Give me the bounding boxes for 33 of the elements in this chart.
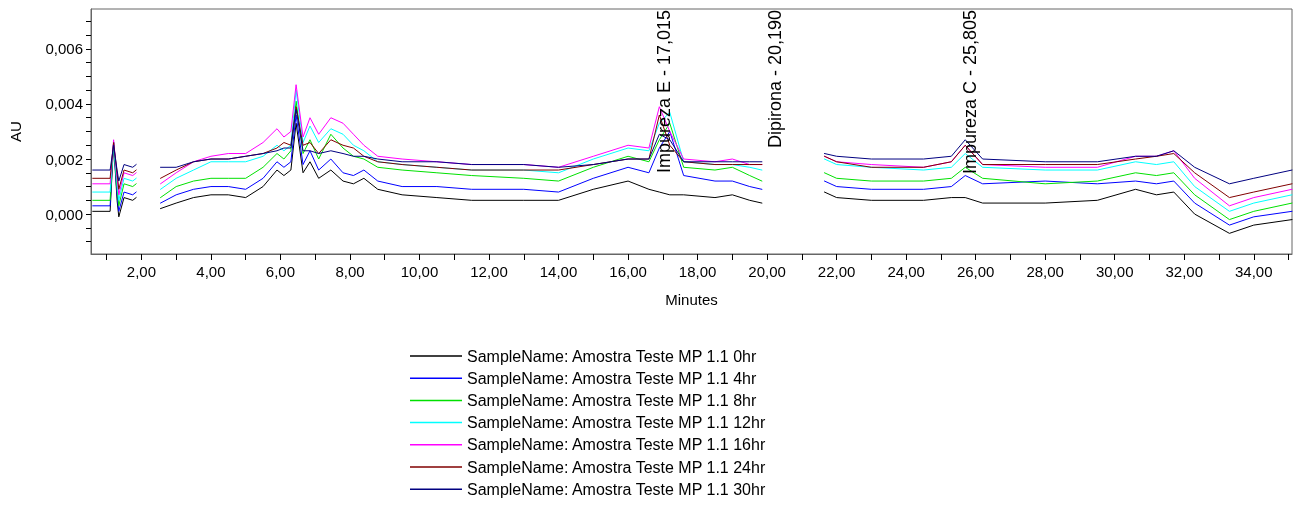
y-tick-label: 0,006 (45, 40, 83, 58)
legend-label: SampleName: Amostra Teste MP 1.1 4hr (467, 369, 757, 387)
x-tick-label: 2,00 (126, 263, 157, 280)
legend-label: SampleName: Amostra Teste MP 1.1 8hr (467, 391, 757, 409)
x-axis-title: Minutes (665, 291, 718, 308)
x-tick-label: 28,00 (1026, 263, 1064, 280)
x-tick-label: 16,00 (609, 263, 647, 280)
y-tick-label: 0,004 (45, 95, 83, 113)
annotation: Dipirona - 20,190 (765, 10, 785, 149)
x-tick-label: 20,00 (748, 263, 786, 280)
legend-label: SampleName: Amostra Teste MP 1.1 16hr (467, 436, 766, 454)
y-axis-title: AU (7, 121, 24, 142)
x-tick-label: 32,00 (1165, 263, 1204, 280)
x-tick-label: 24,00 (887, 263, 925, 280)
x-tick-label: 34,00 (1234, 263, 1273, 280)
x-tick-label: 10,00 (400, 263, 439, 280)
x-tick-label: 6,00 (265, 263, 296, 280)
annotation: Impureza C - 25,805 (960, 10, 980, 175)
legend-label: SampleName: Amostra Teste MP 1.1 24hr (467, 458, 766, 476)
x-tick-label: 30,00 (1095, 263, 1134, 280)
legend-label: SampleName: Amostra Teste MP 1.1 0hr (467, 347, 757, 365)
x-tick-label: 26,00 (956, 263, 995, 280)
legend-label: SampleName: Amostra Teste MP 1.1 12hr (467, 414, 766, 432)
y-tick-label: 0,002 (45, 150, 83, 168)
x-tick-label: 4,00 (196, 263, 226, 280)
x-tick-label: 22,00 (817, 263, 856, 280)
x-tick-label: 8,00 (335, 263, 365, 280)
y-tick-label: 0,000 (45, 205, 83, 223)
x-tick-label: 14,00 (539, 263, 578, 280)
x-tick-label: 18,00 (678, 263, 717, 280)
x-tick-label: 12,00 (470, 263, 508, 280)
legend-label: SampleName: Amostra Teste MP 1.1 30hr (467, 480, 766, 498)
annotation: Impureza E - 17,015 (654, 10, 674, 174)
